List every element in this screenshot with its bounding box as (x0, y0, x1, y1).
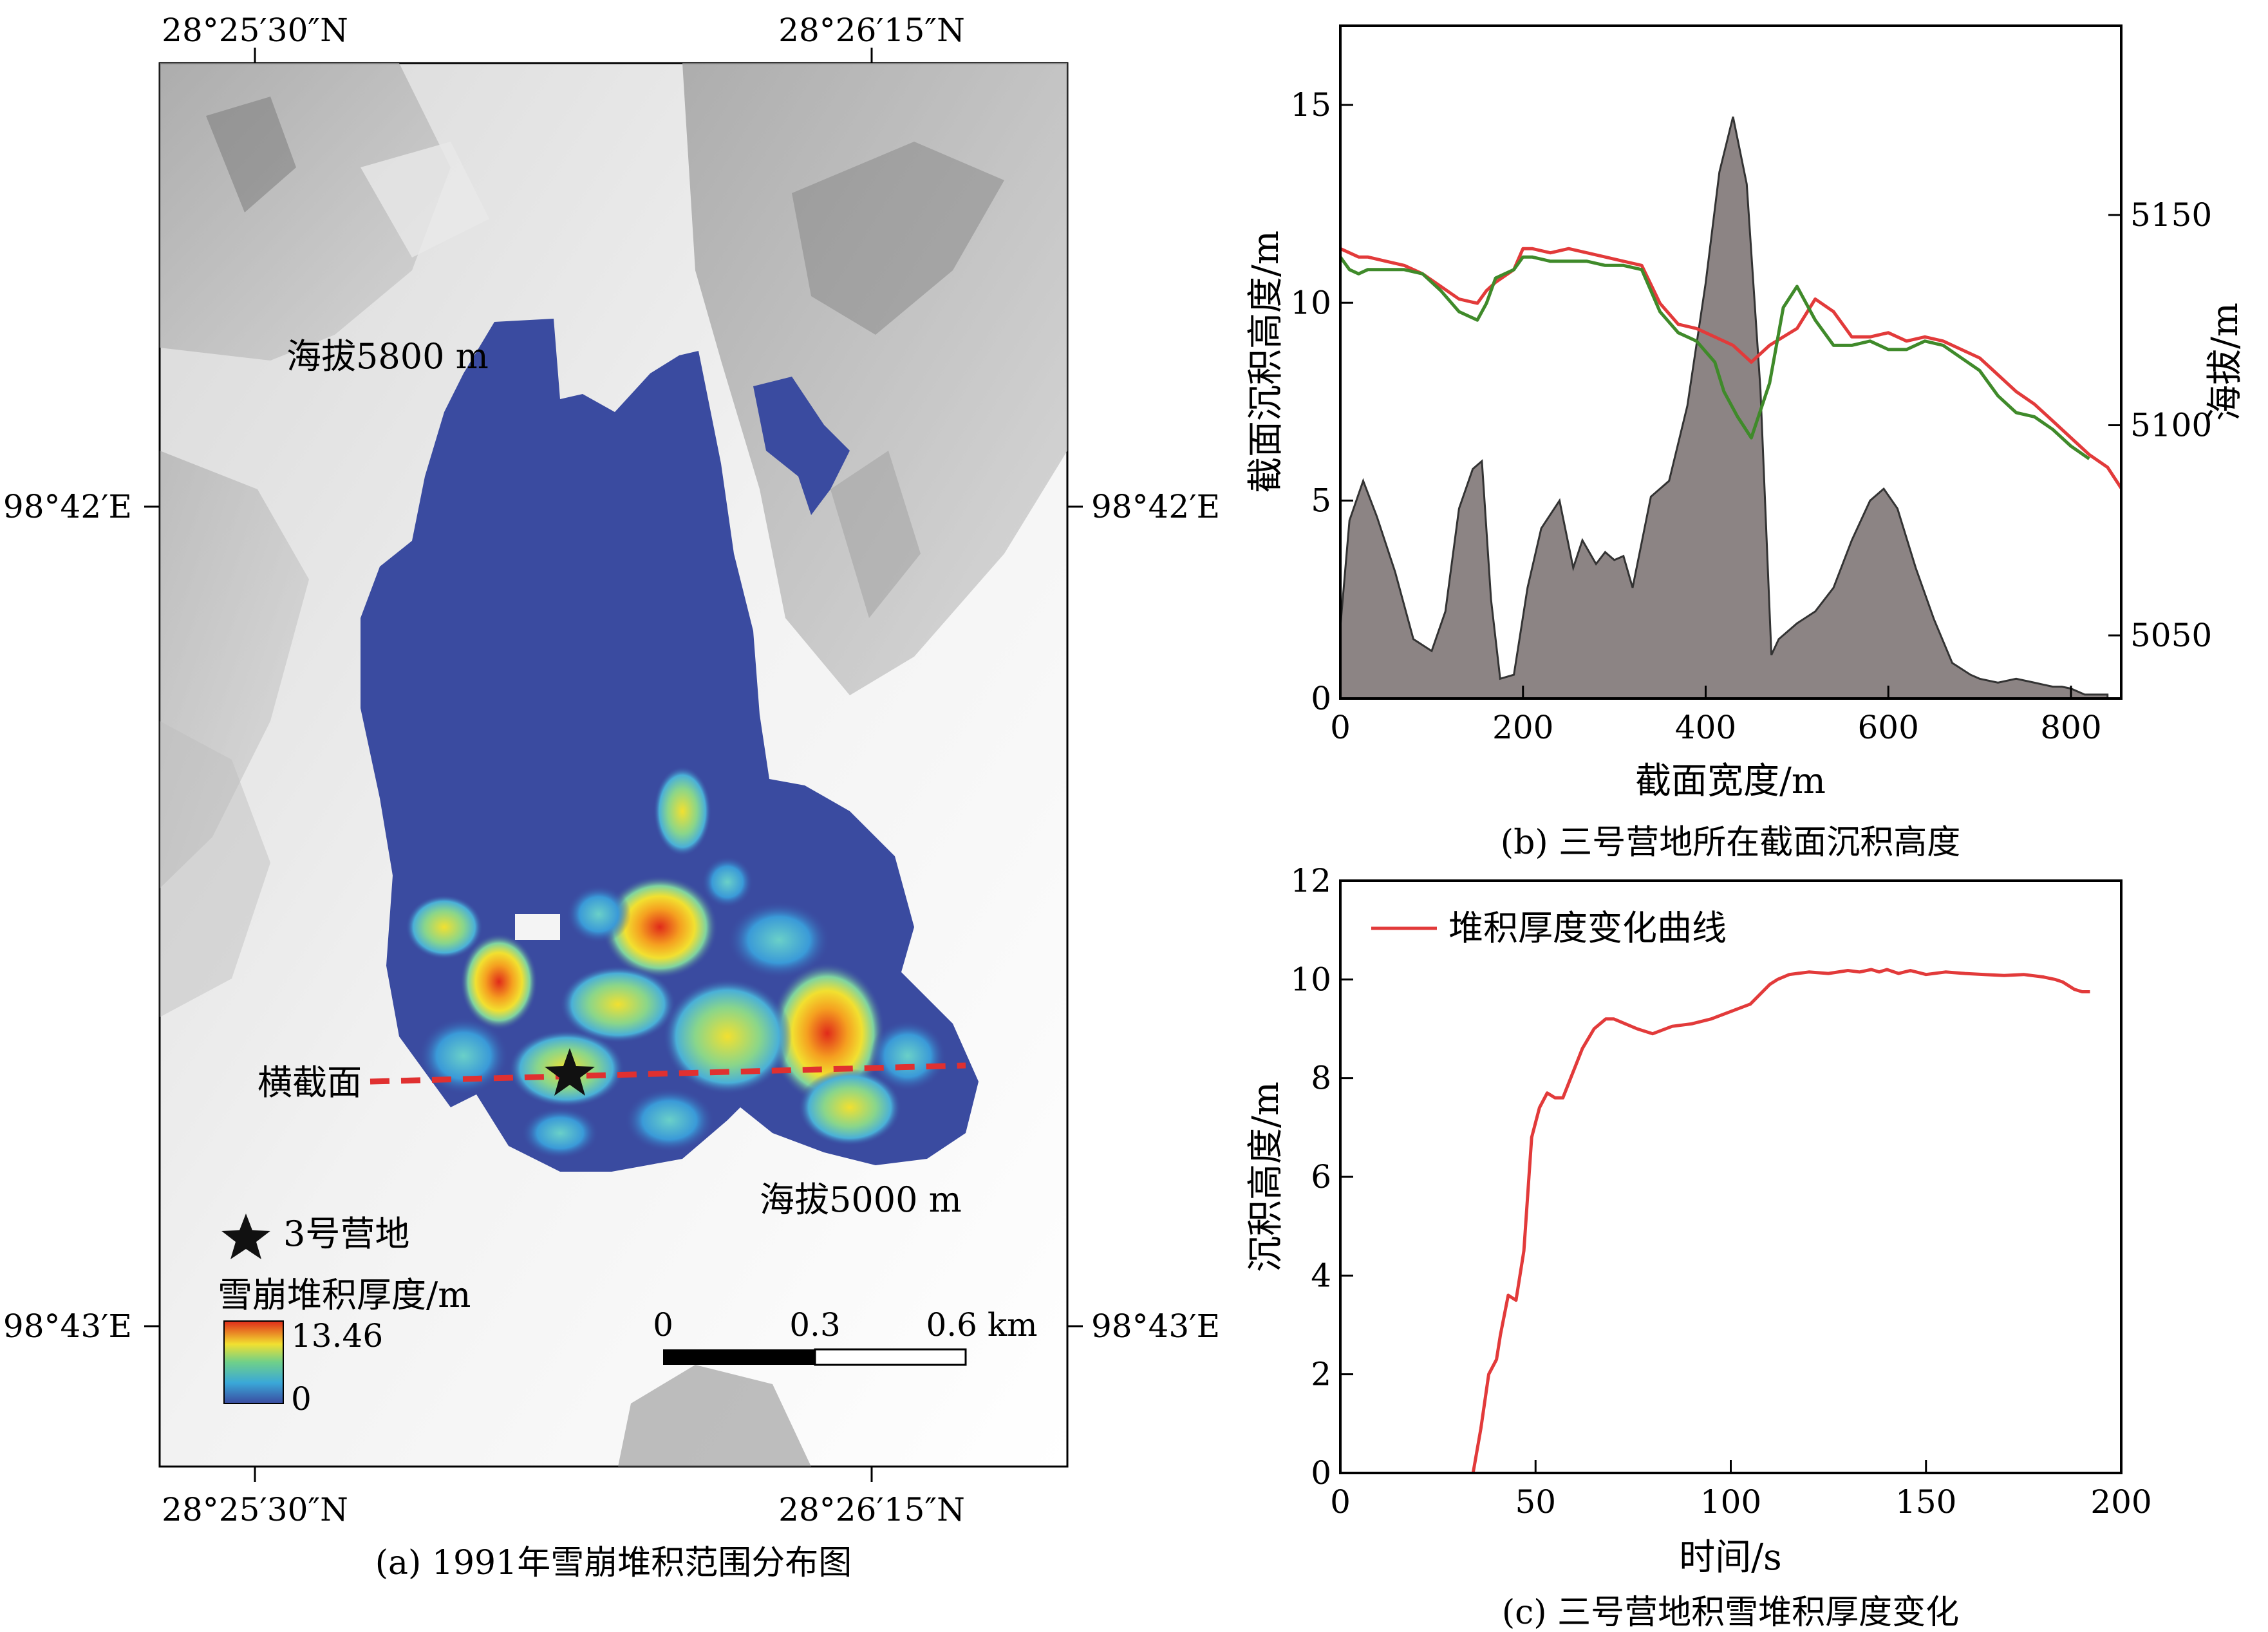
lon-label-lower-right: 98°43′E (1091, 1308, 1220, 1345)
chart-b-line-layer (1338, 247, 2123, 489)
lat-label-top-left: 28°25′30″N (162, 12, 348, 49)
chart-c-ytick-label: 2 (1311, 1356, 1331, 1393)
lat-label-bottom-right: 28°26′15″N (778, 1491, 965, 1528)
elevation-5000-label: 海拔5000 m (760, 1179, 962, 1220)
chart-b-xlabel: 截面宽度/m (1635, 760, 1826, 802)
chart-b-y2label: 海拔/m (2204, 303, 2246, 421)
scale-label-mid: 0.3 (789, 1306, 841, 1344)
chart-c-ylabel: 沉积高度/m (1245, 1082, 1287, 1272)
legend-title: 雪崩堆积厚度/m (218, 1275, 471, 1315)
lat-label-bottom-left: 28°25′30″N (162, 1491, 348, 1528)
chart-c-ytick-label: 0 (1311, 1454, 1331, 1492)
chart-c-legend-label: 堆积厚度变化曲线 (1448, 908, 1727, 948)
chart-c-ytick-label: 6 (1311, 1158, 1331, 1196)
elevation-line-green (1338, 255, 2090, 460)
chart-c-xtick-label: 100 (1700, 1483, 1761, 1521)
chart-b: 0 200 400 600 800 0 5 10 15 5050 5100 5150 截面宽度/m 截… (1245, 24, 2246, 862)
caption-a: (a) 1991年雪崩堆积范围分布图 (375, 1544, 852, 1582)
chart-c-line-layer (1471, 968, 2090, 1474)
chart-b-ytick-label: 10 (1290, 284, 1331, 321)
chart-b-ytick-label: 15 (1290, 86, 1331, 124)
map-panel: 28°25′30″N 28°26′15″N 28°25′30″N 28°26′1… (3, 12, 1220, 1582)
caption-c: (c) 三号营地积雪堆积厚度变化 (1502, 1593, 1959, 1632)
chart-c-ytick-label: 8 (1311, 1060, 1331, 1097)
chart-b-xtick-label: 800 (2040, 709, 2101, 746)
scale-bar: 0 0.3 0.6 km (653, 1306, 1038, 1366)
chart-b-y2tick-label: 5050 (2130, 617, 2212, 654)
chart-b-ytick-label: 5 (1311, 482, 1331, 520)
lat-label-top-right: 28°26′15″N (778, 12, 965, 49)
scale-label-0: 0 (653, 1306, 673, 1344)
caption-b: (b) 三号营地所在截面沉积高度 (1501, 823, 1960, 862)
legend-star-icon (221, 1214, 270, 1259)
legend-camp-label: 3号营地 (283, 1214, 409, 1254)
lon-label-upper-left: 98°42′E (3, 488, 132, 525)
deposition-area-series (1339, 117, 2109, 700)
colorbar (223, 1320, 284, 1404)
chart-c-frame (1339, 879, 2123, 1474)
elevation-line-red (1339, 247, 2123, 489)
chart-c-xlabel: 时间/s (1679, 1537, 1782, 1579)
chart-b-xtick-label: 200 (1492, 709, 1553, 746)
chart-b-ytick-label: 0 (1311, 680, 1331, 717)
chart-b-area-layer (1339, 117, 2109, 700)
chart-b-ylabel: 截面沉积高度/m (1245, 230, 1287, 493)
chart-c-xtick-label: 150 (1895, 1483, 1956, 1521)
chart-c: 0 50 100 150 200 0 2 4 6 8 10 12 堆积厚度变化曲线 时间/s 沉积高度… (1245, 862, 2152, 1632)
thickness-curve (1471, 968, 2090, 1474)
chart-c-xtick-label: 50 (1515, 1483, 1556, 1521)
chart-b-xtick-label: 0 (1330, 709, 1351, 746)
scale-label-end: 0.6 km (926, 1306, 1037, 1344)
terrain-background (160, 63, 1067, 1467)
elevation-5800-label: 海拔5800 m (286, 336, 489, 377)
colorbar-min-label: 0 (291, 1380, 312, 1418)
chart-c-ytick-label: 12 (1290, 862, 1331, 899)
chart-b-ticks: 0 200 400 600 800 0 5 10 15 5050 5100 5150 (1290, 86, 2212, 746)
chart-c-xtick-label: 0 (1330, 1483, 1351, 1521)
chart-b-frame (1339, 24, 2123, 700)
chart-c-ytick-label: 4 (1311, 1257, 1331, 1294)
cross-section-line (370, 1062, 966, 1085)
lon-label-upper-right: 98°42′E (1091, 488, 1220, 525)
cross-section-label: 横截面 (258, 1062, 362, 1103)
chart-b-y2tick-label: 5100 (2130, 406, 2212, 444)
map-legend: 3号营地 雪崩堆积厚度/m 13.46 0 (218, 1214, 471, 1418)
chart-b-y2tick-label: 5150 (2130, 196, 2212, 234)
colorbar-max-label: 13.46 (291, 1317, 383, 1355)
chart-b-xtick-label: 600 (1858, 709, 1919, 746)
camp-star-icon (545, 1048, 595, 1096)
chart-b-xtick-label: 400 (1675, 709, 1736, 746)
chart-c-xtick-label: 200 (2090, 1483, 2151, 1521)
chart-c-ytick-label: 10 (1290, 961, 1331, 998)
chart-c-ticks: 0 50 100 150 200 0 2 4 6 8 10 12 (1290, 862, 2151, 1521)
lon-label-lower-left: 98°43′E (3, 1308, 132, 1345)
